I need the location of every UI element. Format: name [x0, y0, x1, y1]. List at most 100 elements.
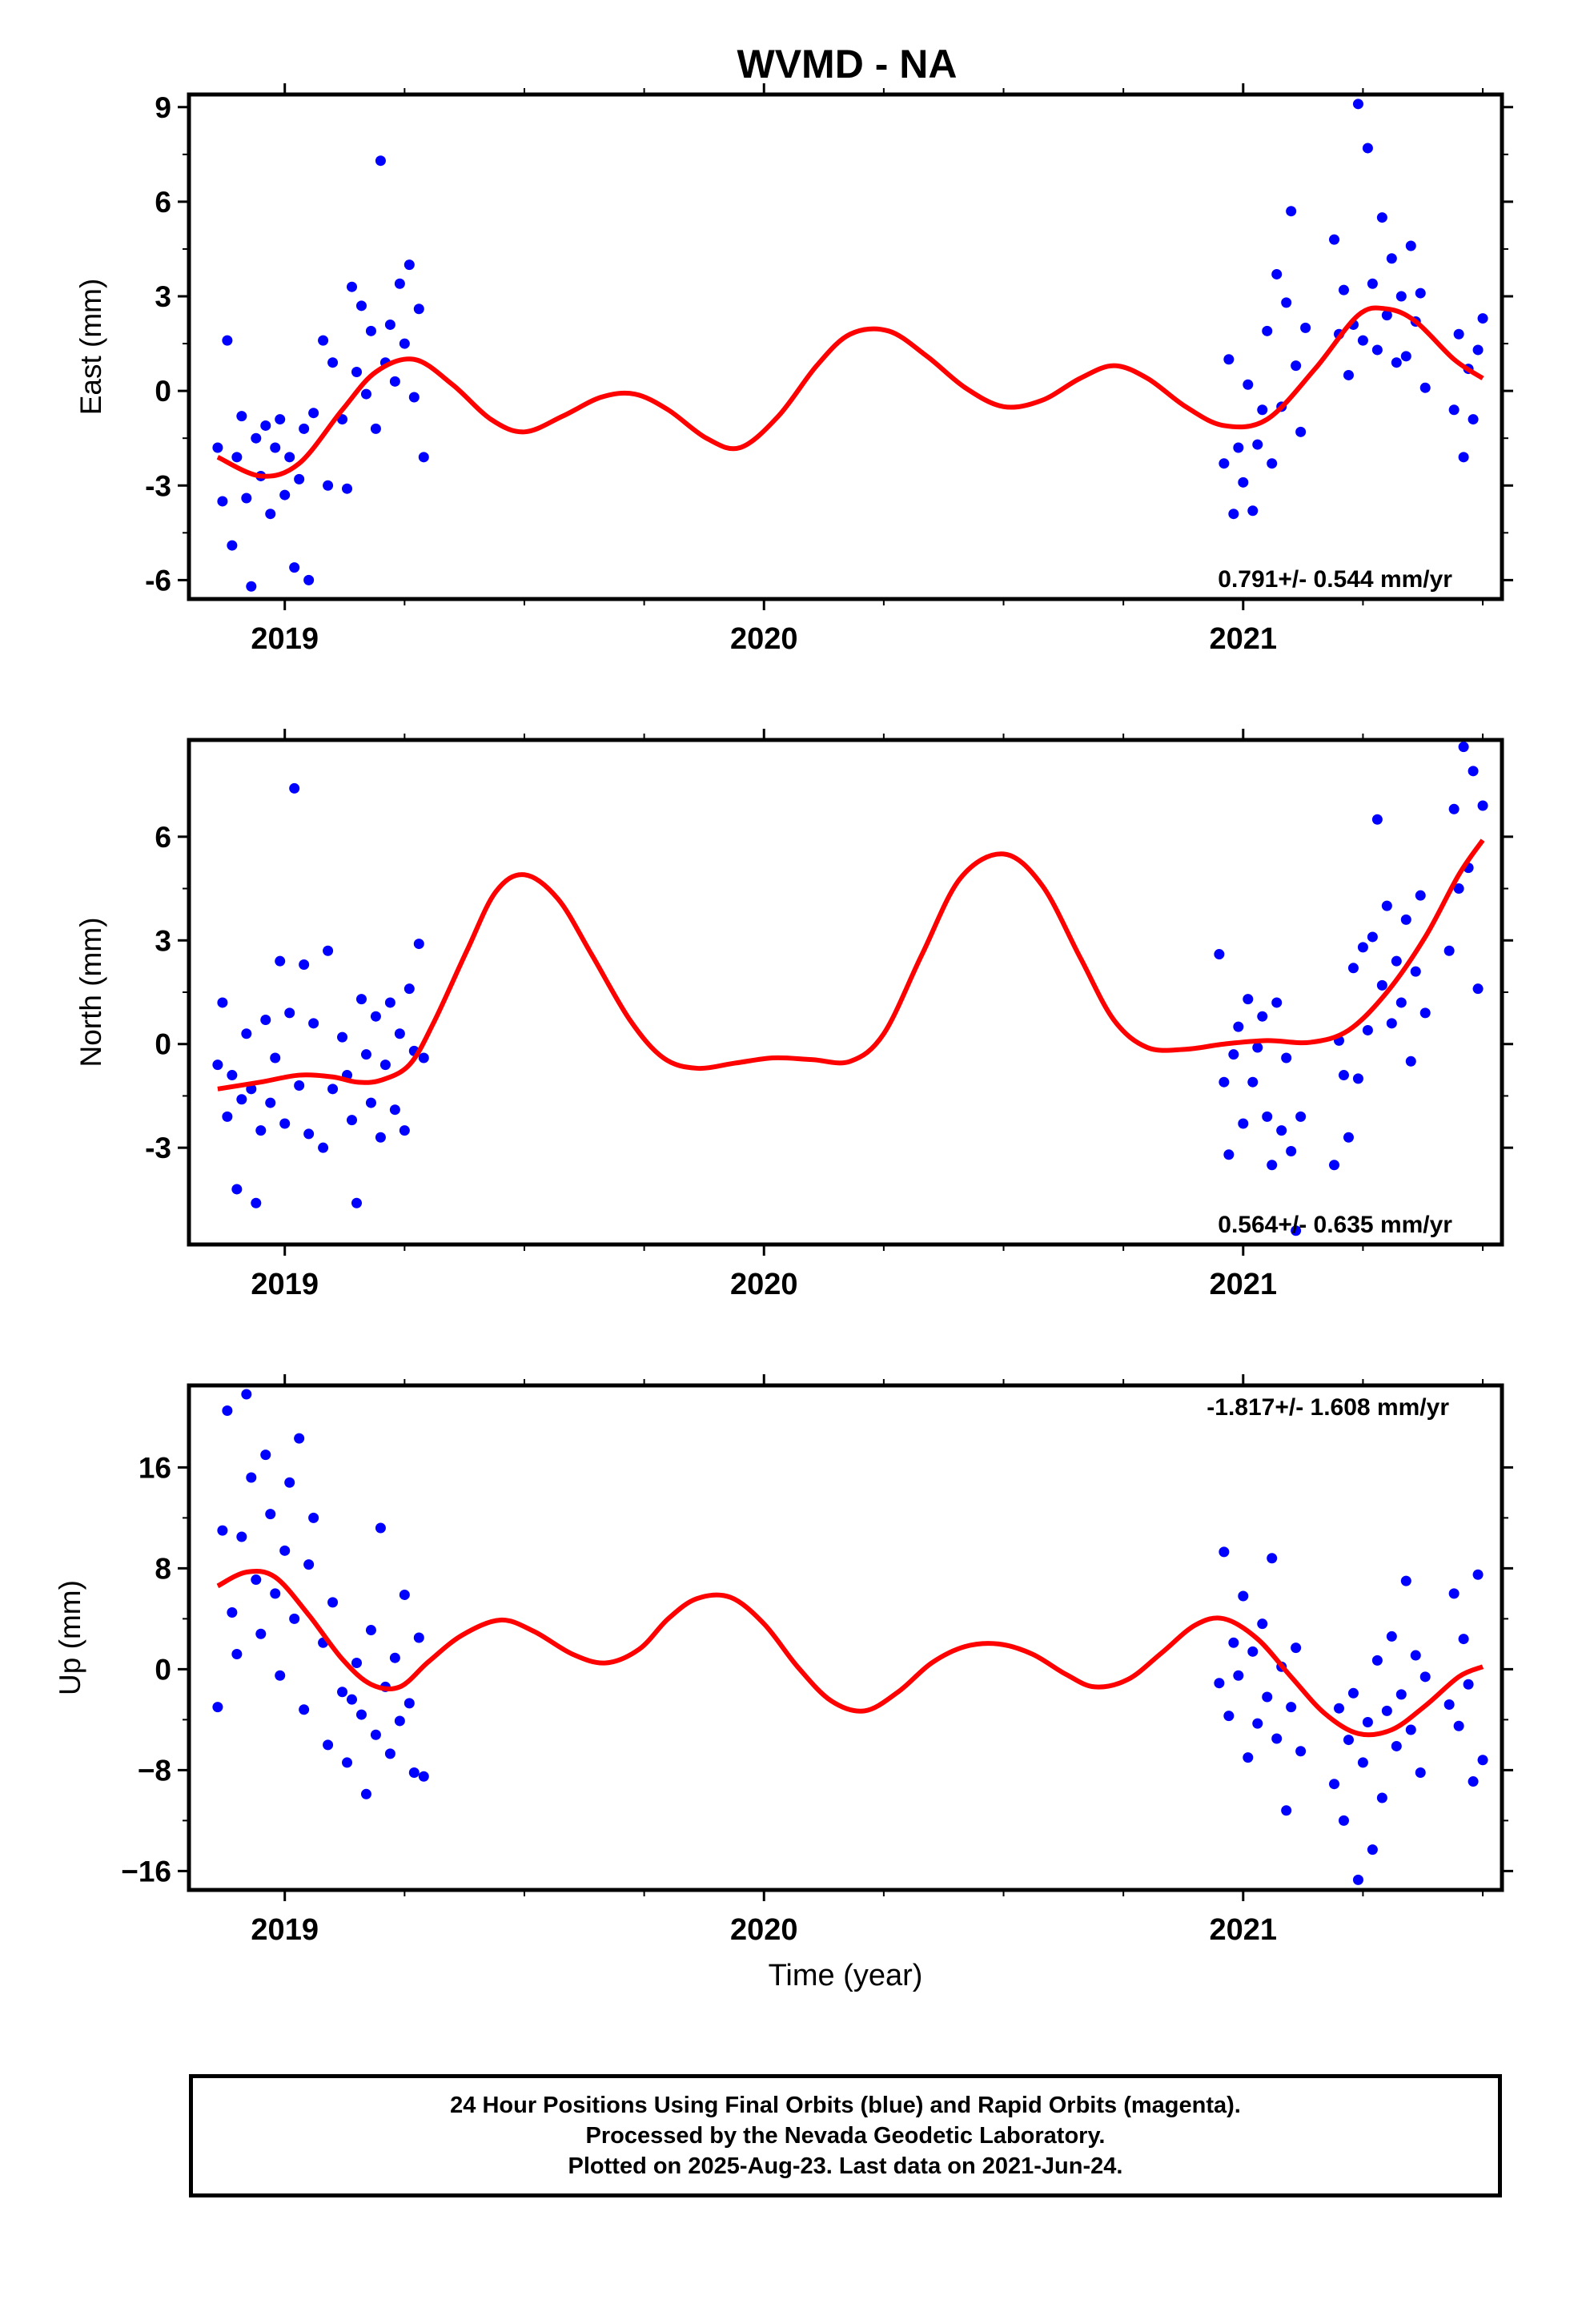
data-point	[308, 1018, 319, 1029]
data-point	[1371, 344, 1383, 356]
data-point	[1219, 1546, 1230, 1558]
data-point	[251, 432, 262, 444]
x-tick-label: 2020	[730, 1268, 798, 1301]
data-point	[1419, 1671, 1431, 1683]
data-point	[1458, 742, 1469, 753]
data-point	[370, 423, 381, 434]
data-point	[260, 1015, 271, 1026]
data-point	[1405, 1055, 1416, 1067]
data-point	[365, 1625, 376, 1636]
x-axis-label: Time (year)	[769, 1959, 923, 1992]
data-point	[389, 1104, 400, 1116]
data-point	[1415, 1767, 1426, 1779]
data-point	[227, 540, 238, 551]
data-point	[236, 1094, 247, 1105]
data-point	[308, 1512, 319, 1523]
data-point	[303, 1128, 315, 1140]
data-point	[231, 1184, 243, 1195]
data-point	[1214, 949, 1225, 960]
data-point	[1381, 900, 1392, 911]
y-tick-label: 3	[155, 280, 171, 313]
data-point	[270, 1052, 281, 1063]
data-point	[1458, 1634, 1469, 1645]
data-point	[251, 1197, 262, 1208]
y-tick-label: -6	[145, 564, 171, 597]
data-point	[1443, 1699, 1455, 1710]
data-point	[1357, 335, 1368, 346]
data-point	[1286, 1145, 1297, 1156]
data-point	[1238, 1590, 1249, 1602]
data-point	[246, 581, 257, 592]
data-point	[231, 452, 243, 463]
footer-line-2: Processed by the Nevada Geodetic Laborat…	[585, 2123, 1106, 2149]
data-point	[227, 1070, 238, 1081]
data-point	[1443, 945, 1455, 956]
data-point	[1381, 310, 1392, 321]
data-point	[299, 1704, 310, 1715]
data-point	[1391, 1740, 1402, 1751]
data-point	[217, 997, 228, 1008]
data-point	[1276, 1125, 1287, 1136]
data-point	[222, 335, 233, 346]
data-point	[1243, 1752, 1254, 1763]
data-point	[1238, 476, 1249, 488]
data-point	[1395, 997, 1407, 1008]
data-point	[375, 1132, 386, 1143]
data-point	[265, 509, 276, 520]
data-point	[1343, 1132, 1354, 1143]
data-point	[327, 1084, 339, 1095]
up-fit-line	[216, 1568, 1484, 1738]
data-point	[217, 496, 228, 507]
up-rate-label: -1.817+/- 1.608 mm/yr	[1207, 1394, 1449, 1421]
data-point	[1233, 1670, 1244, 1681]
data-point	[408, 392, 420, 403]
data-point	[1233, 442, 1244, 453]
data-point	[1267, 458, 1278, 469]
data-point	[1257, 1618, 1268, 1630]
data-point	[270, 1588, 281, 1599]
east-rate-label: 0.791+/- 0.544 mm/yr	[1218, 566, 1452, 593]
data-point	[212, 1702, 223, 1713]
y-tick-label: 0	[155, 1028, 171, 1061]
east-ticks	[178, 83, 1513, 610]
y-tick-label: −16	[121, 1855, 171, 1888]
data-point	[1252, 439, 1263, 450]
data-point	[260, 420, 271, 431]
data-point	[1219, 458, 1230, 469]
data-point	[1477, 313, 1488, 324]
data-point	[1281, 1805, 1292, 1816]
data-point	[1338, 284, 1349, 296]
up-plot-frame	[187, 1383, 1504, 1892]
data-point	[379, 1059, 391, 1071]
data-point	[279, 1118, 291, 1129]
data-point	[384, 319, 396, 330]
data-point	[275, 414, 286, 425]
data-point	[1400, 914, 1411, 925]
data-point	[1300, 322, 1311, 333]
data-point	[255, 1125, 267, 1136]
data-point	[1458, 452, 1469, 463]
data-point	[418, 452, 429, 463]
data-point	[323, 480, 334, 491]
data-point	[1219, 1076, 1230, 1088]
data-point	[347, 1694, 358, 1705]
data-point	[404, 259, 415, 271]
data-point	[1257, 404, 1268, 416]
data-point	[1371, 1655, 1383, 1666]
data-point	[1286, 206, 1297, 217]
east-fit-line	[216, 305, 1484, 479]
up-ticks	[178, 1374, 1513, 1901]
data-point	[389, 1652, 400, 1663]
data-point	[1468, 766, 1479, 777]
y-tick-label: −8	[138, 1754, 171, 1787]
data-point	[1391, 955, 1402, 967]
y-tick-label: -3	[145, 1132, 171, 1164]
data-point	[1477, 1755, 1488, 1766]
y-tick-label: -3	[145, 469, 171, 502]
up-tick-labels: 2019 2020 2021 −16 −8 0 8 16	[121, 1451, 1277, 1947]
data-point	[1477, 800, 1488, 811]
data-point	[1343, 1735, 1354, 1746]
data-point	[1367, 278, 1378, 289]
data-point	[303, 1559, 315, 1570]
data-point	[222, 1405, 233, 1416]
